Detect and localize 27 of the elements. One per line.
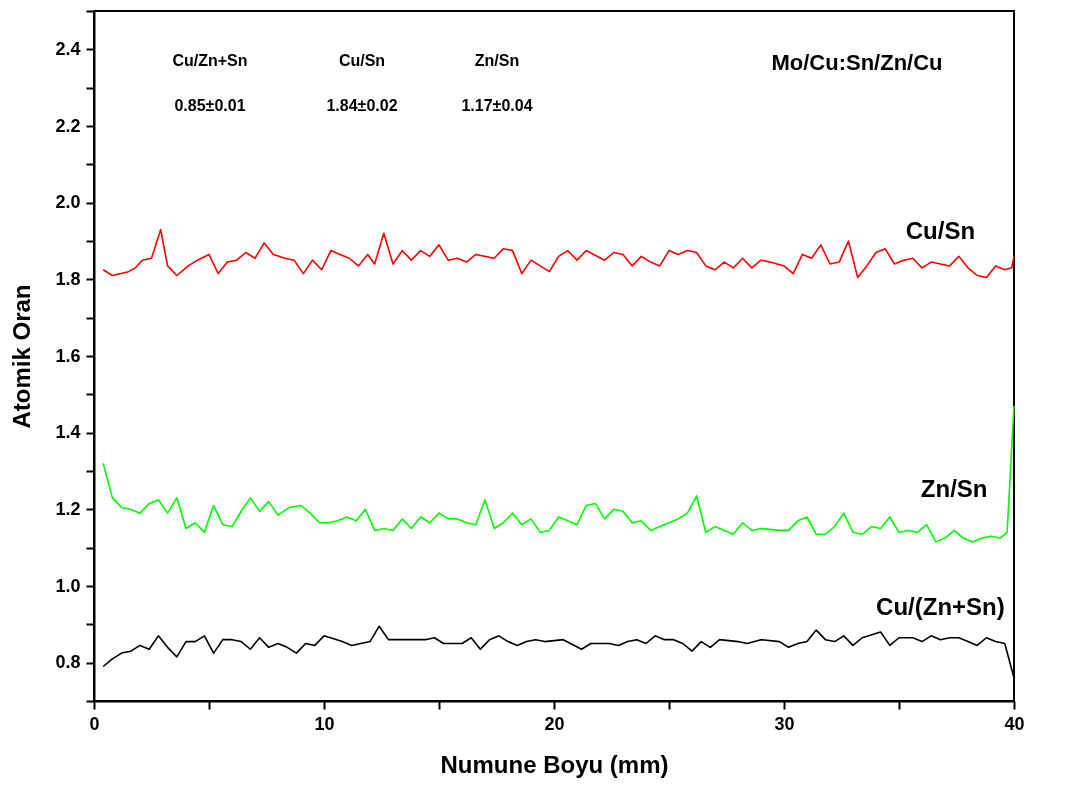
annotation: 0.85±0.01 xyxy=(174,97,246,114)
annotation: Cu/Zn+Sn xyxy=(172,52,248,69)
x-tick-label: 20 xyxy=(544,713,565,734)
y-tick-label: 1.4 xyxy=(55,422,81,443)
x-tick-label: 10 xyxy=(314,713,335,734)
y-axis-title: Atomik Oran xyxy=(8,284,36,429)
annotation: Cu/Sn xyxy=(338,52,386,69)
annotation: Mo/Cu:Sn/Zn/Cu xyxy=(771,50,943,75)
y-tick-label: 2.0 xyxy=(55,192,81,213)
annotation: 1.84±0.02 xyxy=(326,97,398,114)
y-tick-label: 2.4 xyxy=(55,38,81,59)
y-tick-label: 1.2 xyxy=(55,498,81,519)
y-tick-label: 1.6 xyxy=(55,345,81,366)
y-tick-label: 2.2 xyxy=(55,115,81,136)
annotation: 1.17±0.04 xyxy=(461,97,533,114)
annotation: Zn/Sn xyxy=(474,52,520,69)
series-label: Cu/Sn xyxy=(905,217,976,244)
series-label: Zn/Sn xyxy=(920,475,988,503)
x-tick-label: 40 xyxy=(1004,713,1025,734)
y-tick-label: 1.0 xyxy=(55,575,81,596)
x-tick-label: 30 xyxy=(774,713,795,734)
series-label: Cu/(Zn+Sn) xyxy=(876,592,1005,620)
y-tick-label: 0.8 xyxy=(55,652,81,673)
x-tick-label: 0 xyxy=(89,713,100,734)
x-axis-title: Numune Boyu (mm) xyxy=(440,750,669,778)
y-tick-label: 1.8 xyxy=(55,268,81,289)
line-series xyxy=(102,405,1015,543)
